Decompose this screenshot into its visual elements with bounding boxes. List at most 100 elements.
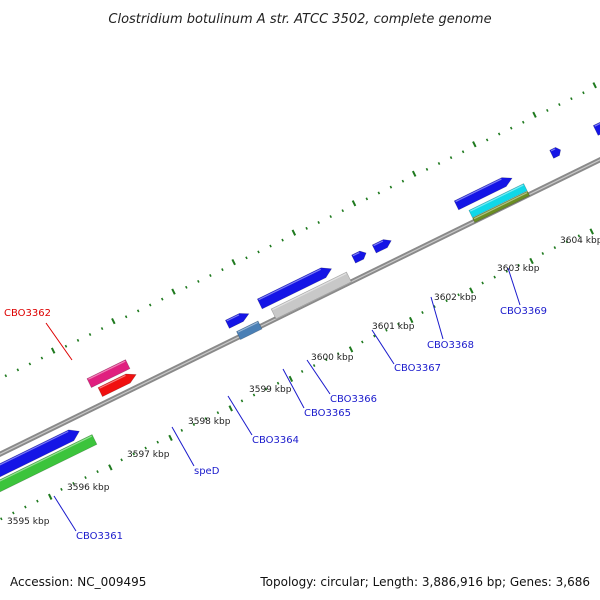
- tick-mark: [570, 97, 573, 101]
- tick-mark: [281, 238, 284, 242]
- tick-mark: [231, 259, 236, 266]
- tick-mark: [144, 446, 147, 450]
- tick-mark: [401, 179, 405, 183]
- sped-upstream-feature: [224, 313, 250, 329]
- tick-mark: [546, 108, 549, 112]
- tick-mark: [553, 246, 557, 250]
- tick-mark: [505, 269, 508, 273]
- tick-mark: [132, 452, 135, 456]
- feature-highlight: [550, 148, 556, 152]
- tick-mark: [88, 332, 92, 336]
- cbo3360-feature: [0, 429, 80, 478]
- sped-feature: [236, 320, 263, 340]
- gene-label-cbo3369: CBO3369: [500, 306, 547, 317]
- gene-label-cbo3368: CBO3368: [427, 340, 474, 351]
- cbo3361-feature: [0, 434, 98, 493]
- feature-highlight: [272, 272, 347, 311]
- tick-mark: [76, 338, 80, 342]
- tick-mark: [288, 375, 294, 383]
- leader-line-cbo3369: [507, 267, 521, 306]
- tick-mark: [493, 275, 496, 279]
- tick-mark: [28, 362, 32, 366]
- tick-mark: [485, 138, 489, 142]
- gene-label-sped: speD: [194, 466, 220, 477]
- tick-mark: [4, 374, 8, 378]
- label-leader-lines: [45, 267, 521, 532]
- cbo3364-grey-feature: [270, 271, 352, 320]
- feature-highlight: [0, 435, 92, 482]
- tick-mark: [305, 226, 308, 230]
- tick-mark: [461, 150, 465, 154]
- tick-mark: [40, 356, 44, 360]
- tick-mark: [558, 103, 561, 107]
- tick-mark: [160, 297, 164, 301]
- kbp-label: 3595 kbp: [7, 517, 50, 527]
- kbp-label: 3598 kbp: [188, 417, 231, 427]
- tick-mark: [341, 209, 345, 213]
- leader-line-cbo3364: [227, 395, 253, 436]
- tick-mark: [521, 120, 525, 124]
- leader-line-cbo3367: [371, 329, 395, 365]
- tick-mark: [457, 293, 460, 297]
- tick-mark: [12, 511, 15, 515]
- inner-tick-ring: [0, 228, 594, 521]
- leader-line-cbo3368: [430, 296, 444, 340]
- tick-mark: [589, 228, 594, 235]
- gene-label-cbo3362: CBO3362: [4, 308, 51, 319]
- tick-mark: [348, 346, 354, 353]
- tick-mark: [425, 167, 429, 171]
- cbo3364-feature: [256, 267, 333, 310]
- feature-highlight: [373, 240, 384, 247]
- accession-text: Accession: NC_009495: [10, 575, 146, 589]
- feature-highlight: [594, 122, 600, 127]
- tick-mark: [216, 411, 220, 415]
- feature-highlight: [0, 430, 69, 466]
- feature-highlight: [470, 184, 524, 212]
- gene-label-cbo3364: CBO3364: [252, 435, 299, 446]
- tick-mark: [245, 256, 248, 260]
- kbp-label: 3597 kbp: [127, 450, 170, 460]
- tick-mark: [136, 309, 140, 313]
- gene-label-cbo3361: CBO3361: [76, 531, 123, 542]
- cbo3365-feature: [351, 250, 367, 264]
- gene-label-cbo3365: CBO3365: [304, 408, 351, 419]
- tick-mark: [389, 185, 393, 189]
- tick-mark: [472, 141, 477, 148]
- tick-mark: [445, 299, 448, 303]
- tick-mark: [96, 470, 99, 474]
- tick-mark: [156, 440, 160, 444]
- tick-mark: [269, 244, 272, 248]
- gene-label-cbo3366: CBO3366: [330, 394, 377, 405]
- tick-mark: [421, 311, 424, 314]
- tick-mark: [449, 156, 453, 160]
- tick-mark: [291, 229, 297, 236]
- tick-mark: [0, 517, 3, 521]
- tick-mark: [64, 344, 68, 348]
- tick-mark: [373, 334, 376, 338]
- kbp-label: 3600 kbp: [311, 353, 354, 363]
- tick-mark: [36, 499, 39, 503]
- feature-highlight: [237, 321, 258, 333]
- topology-summary-text: Topology: circular; Length: 3,886,916 bp…: [259, 575, 590, 589]
- tick-mark: [397, 322, 400, 326]
- feature-highlight: [455, 178, 502, 203]
- tick-mark: [124, 315, 128, 319]
- kbp-labels: 3595 kbp 3596 kbp 3597 kbp 3598 kbp 3599 kbp…: [7, 236, 600, 527]
- tick-mark: [171, 288, 176, 295]
- tick-mark: [324, 358, 328, 362]
- tick-mark: [168, 434, 173, 441]
- tick-mark: [329, 215, 332, 219]
- tick-mark: [312, 364, 316, 368]
- tick-mark: [481, 281, 484, 285]
- tick-mark: [50, 347, 56, 354]
- tick-mark: [276, 381, 280, 385]
- tick-mark: [577, 234, 581, 238]
- tick-mark: [209, 274, 212, 277]
- tick-mark: [197, 279, 200, 283]
- tick-mark: [111, 317, 116, 325]
- tick-mark: [180, 428, 184, 432]
- tick-mark: [120, 458, 123, 462]
- tick-mark: [517, 263, 521, 267]
- tick-mark: [257, 250, 260, 254]
